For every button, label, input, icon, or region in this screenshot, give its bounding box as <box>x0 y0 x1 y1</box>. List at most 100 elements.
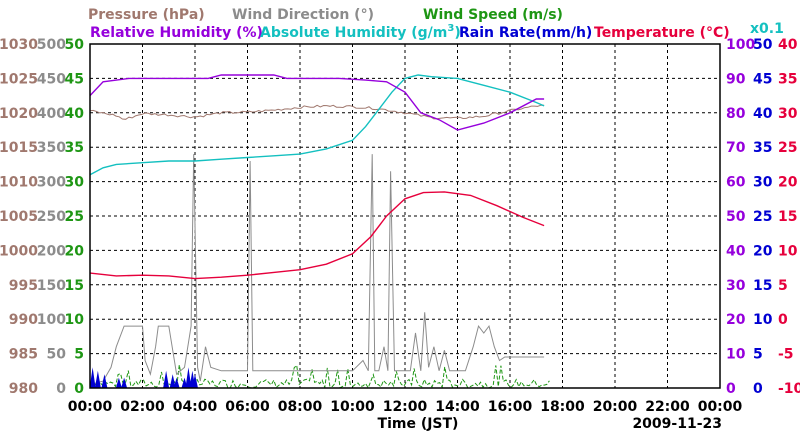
legend-wind-direction: Wind Direction (°) <box>232 7 374 23</box>
x-axis-label: Time (JST) <box>378 416 459 432</box>
y-tick-label-wind-speed: 40 <box>65 106 85 122</box>
y-tick-label-pressure: 1020 <box>0 106 38 122</box>
y-tick-label-pressure: 985 <box>9 347 38 363</box>
y-tick-label-pressure: 1005 <box>0 209 38 225</box>
rain-rate-bar <box>173 377 180 388</box>
pressure-line <box>89 104 545 120</box>
x-tick-label: 22:00 <box>645 399 690 415</box>
y-tick-label-temperature: 25 <box>778 140 797 156</box>
y-tick-label-wind-direction: 250 <box>37 209 66 225</box>
y-tick-label-wind-direction: 450 <box>37 71 66 87</box>
y-tick-label-temperature: 40 <box>778 37 798 53</box>
absolute-humidity-line <box>89 74 545 176</box>
legend-temperature: Temperature (°C) <box>594 25 730 41</box>
x-tick-label: 02:00 <box>120 399 165 415</box>
y-tick-label-wind-speed: 35 <box>65 140 84 156</box>
y-tick-label-wind-speed: 15 <box>65 278 84 294</box>
data-series <box>89 74 550 389</box>
rain-rate-bar <box>101 374 108 388</box>
y-tick-label-wind-direction: 0 <box>56 381 66 397</box>
y-tick-label-wind-direction: 50 <box>47 347 67 363</box>
y-tick-label-wind-speed: 0 <box>74 381 84 397</box>
y-tick-label-temperature: 10 <box>778 243 798 259</box>
y-tick-label-pressure: 1010 <box>0 175 38 191</box>
legend-rain-rate: Rain Rate(mm/h) <box>459 25 592 41</box>
legend-relative-humidity: Relative Humidity (%) <box>90 25 263 41</box>
rain-rate-bar <box>115 377 122 388</box>
rain-rate-bar <box>192 374 198 388</box>
y-tick-label-relative-humidity: 40 <box>726 243 746 259</box>
y-tick-label-relative-humidity: 60 <box>726 175 746 191</box>
x-tick-label: 16:00 <box>488 399 533 415</box>
plot-frame <box>89 43 721 389</box>
y-tick-label-wind-speed: 25 <box>65 209 84 225</box>
y-tick-label-relative-humidity: 50 <box>726 209 746 225</box>
y-tick-label-rain-rate: 10 <box>753 312 773 328</box>
y-tick-label-wind-speed: 30 <box>65 175 85 191</box>
legend-pressure: Pressure (hPa) <box>88 7 205 23</box>
y-tick-label-rain-rate: 5 <box>753 347 763 363</box>
y-tick-label-relative-humidity: 80 <box>726 106 746 122</box>
x-tick-label: 12:00 <box>383 399 428 415</box>
y-tick-label-temperature: 30 <box>778 106 798 122</box>
y-tick-label-temperature: -5 <box>778 347 794 363</box>
x-tick-label: 06:00 <box>225 399 270 415</box>
y-tick-label-rain-rate: 25 <box>753 209 772 225</box>
y-tick-label-relative-humidity: 20 <box>726 312 746 328</box>
x-tick-label: 04:00 <box>173 399 218 415</box>
y-tick-label-pressure: 990 <box>9 312 38 328</box>
y-tick-label-wind-direction: 300 <box>37 175 66 191</box>
y-tick-label-wind-direction: 350 <box>37 140 66 156</box>
y-tick-label-temperature: 35 <box>778 71 797 87</box>
x-tick-label: 10:00 <box>330 399 375 415</box>
rain-rate-bar <box>121 377 128 388</box>
relative-humidity-line <box>89 74 545 131</box>
y-tick-label-wind-speed: 5 <box>74 347 84 363</box>
y-tick-label-relative-humidity: 70 <box>726 140 746 156</box>
y-tick-label-wind-direction: 200 <box>37 243 66 259</box>
y-tick-label-wind-speed: 50 <box>65 37 85 53</box>
x-tick-label: 18:00 <box>540 399 585 415</box>
y-tick-label-wind-direction: 100 <box>37 312 66 328</box>
y-tick-label-pressure: 1025 <box>0 71 38 87</box>
x-tick-label: 08:00 <box>278 399 323 415</box>
y-tick-label-pressure: 980 <box>9 381 38 397</box>
y-tick-label-pressure: 1000 <box>0 243 38 259</box>
y-tick-label-relative-humidity: 30 <box>726 278 746 294</box>
y-tick-label-temperature: -10 <box>778 381 800 397</box>
legend-scale-note: x0.1 <box>750 21 784 37</box>
y-tick-label-pressure: 995 <box>9 278 38 294</box>
y-tick-label-relative-humidity: 0 <box>726 381 736 397</box>
legend-absolute-humidity: Absolute Humidity (g/m3) <box>260 23 461 41</box>
y-tick-label-rain-rate: 0 <box>753 381 763 397</box>
y-tick-label-temperature: 0 <box>778 312 788 328</box>
y-tick-label-rain-rate: 20 <box>753 243 773 259</box>
y-tick-label-rain-rate: 45 <box>753 71 772 87</box>
x-tick-label: 00:00 <box>68 399 113 415</box>
temperature-line <box>89 191 545 280</box>
y-tick-label-relative-humidity: 100 <box>726 37 755 53</box>
y-tick-label-wind-direction: 400 <box>37 106 66 122</box>
y-tick-label-wind-speed: 10 <box>65 312 85 328</box>
y-tick-label-pressure: 1015 <box>0 140 38 156</box>
y-tick-label-temperature: 15 <box>778 209 797 225</box>
y-tick-label-pressure: 1030 <box>0 37 38 53</box>
date-label: 2009-11-23 <box>632 416 722 432</box>
wind-direction-line <box>89 154 545 386</box>
rain-rate-bar <box>163 370 170 388</box>
y-tick-label-relative-humidity: 10 <box>726 347 746 363</box>
y-tick-label-temperature: 5 <box>778 278 788 294</box>
y-tick-label-rain-rate: 15 <box>753 278 772 294</box>
y-tick-label-rain-rate: 35 <box>753 140 772 156</box>
y-tick-label-rain-rate: 40 <box>753 106 773 122</box>
rain-rate-bar <box>94 370 101 388</box>
x-tick-label: 20:00 <box>593 399 638 415</box>
y-tick-label-rain-rate: 50 <box>753 37 773 53</box>
x-tick-label: 00:00 <box>698 399 743 415</box>
y-tick-label-wind-speed: 20 <box>65 243 85 259</box>
axis-ticks: 1030102510201015101010051000995990985980… <box>0 37 800 415</box>
y-tick-label-wind-speed: 45 <box>65 71 84 87</box>
y-tick-label-rain-rate: 30 <box>753 175 773 191</box>
